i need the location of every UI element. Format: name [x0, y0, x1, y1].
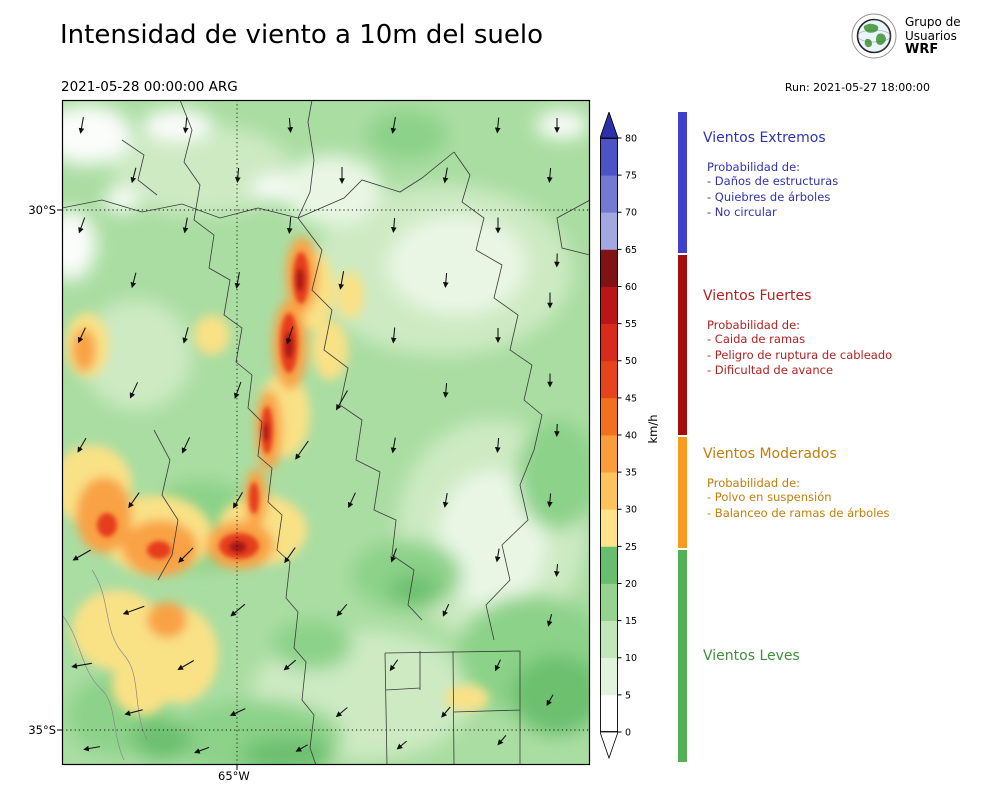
svg-text:25: 25 [625, 542, 637, 553]
svg-text:50: 50 [625, 356, 637, 367]
svg-text:10: 10 [625, 653, 637, 664]
logo-line-3: WRF [905, 42, 939, 57]
wrf-logo: Grupo de Usuarios WRF [850, 12, 961, 60]
legend-item: - Quiebres de árboles [707, 189, 831, 204]
svg-text:75: 75 [625, 171, 637, 182]
svg-text:60: 60 [625, 282, 637, 293]
gridlines [62, 100, 590, 765]
lat-label-35s: 35°S [28, 723, 56, 737]
svg-text:20: 20 [625, 579, 637, 590]
logo-line-1: Grupo de [905, 15, 961, 29]
legend-strip-fuertes [678, 255, 687, 435]
axis-ticks [57, 209, 238, 770]
legend-title-moderados: Vientos Moderados [703, 446, 837, 462]
legend-probability-label: Probabilidad de: [707, 160, 801, 174]
legend-title-fuertes: Vientos Fuertes [703, 288, 812, 304]
legend-section-leves: Vientos Leves [703, 648, 993, 664]
province-boundaries [62, 100, 590, 765]
legend-item: - Caida de ramas [707, 332, 806, 346]
run-time-label: Run: 2021-05-27 18:00:00 [784, 81, 930, 94]
legend-strip-leves [678, 550, 687, 762]
svg-text:70: 70 [625, 208, 637, 219]
legend-probability-label: Probabilidad de: [707, 318, 801, 332]
colorbar: 0 5 10 15 20 25 30 35 40 45 50 55 60 65 70 75 80 [599, 110, 670, 764]
svg-text:35: 35 [625, 468, 637, 479]
page-title: Intensidad de viento a 10m del suelo [60, 20, 544, 50]
colorbar-scale: 0 5 10 15 20 25 30 35 40 45 50 55 60 65 70 75 80 [599, 110, 637, 760]
wind-arrows [71, 117, 560, 754]
svg-text:45: 45 [625, 393, 637, 404]
legend-section-fuertes: Vientos Fuertes Probabilidad de: - Caida… [703, 288, 993, 379]
svg-text:40: 40 [625, 430, 637, 441]
logo-text: Grupo de Usuarios WRF [905, 15, 961, 57]
legend-title-leves: Vientos Leves [703, 648, 800, 664]
logo-line-2: Usuarios [905, 29, 957, 43]
globe-icon [851, 13, 897, 59]
legend-strip-moderados [678, 437, 687, 548]
legend-section-moderados: Vientos Moderados Probabilidad de: - Pol… [703, 446, 993, 521]
wind-intensity-field [62, 100, 590, 765]
legend-title-extremos: Vientos Extremos [703, 130, 826, 146]
svg-text:55: 55 [625, 319, 637, 330]
svg-text:0: 0 [625, 727, 631, 738]
legend-item: - No circular [707, 205, 777, 219]
svg-text:15: 15 [625, 616, 637, 627]
map-plot [57, 99, 591, 770]
legend-item: - Daños de estructuras [707, 174, 839, 188]
svg-text:80: 80 [625, 133, 637, 144]
legend-item: - Polvo en suspensión [707, 490, 832, 504]
legend-item: - Dificultad de avance [707, 363, 834, 377]
legend-section-extremos: Vientos Extremos Probabilidad de: - Daño… [703, 130, 993, 221]
lat-label-30s: 30°S [28, 203, 56, 217]
svg-text:5: 5 [625, 690, 631, 701]
colorbar-unit-label: km/h [646, 414, 660, 444]
lon-label-65w: 65°W [218, 769, 250, 783]
legend-item: - Balanceo de ramas de árboles [707, 505, 890, 520]
svg-text:30: 30 [625, 505, 637, 516]
valid-time-label: 2021-05-28 00:00:00 ARG [61, 79, 238, 95]
legend-item: - Peligro de ruptura de cableado [707, 347, 893, 362]
svg-text:65: 65 [625, 245, 637, 256]
wind-map: 30°S 35°S 65°W [28, 99, 591, 783]
legend-strip-extremos [678, 112, 687, 253]
legend-probability-label: Probabilidad de: [707, 476, 801, 490]
